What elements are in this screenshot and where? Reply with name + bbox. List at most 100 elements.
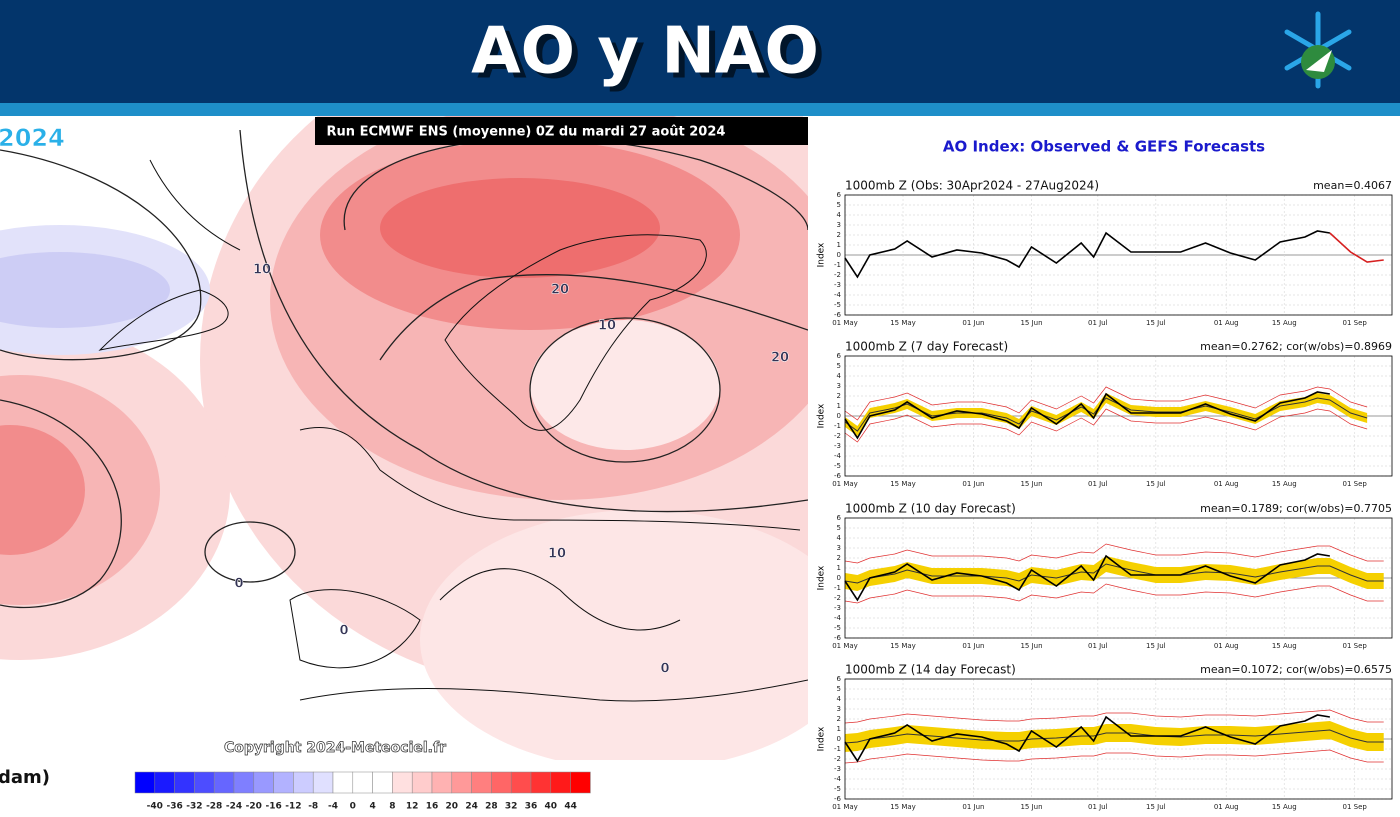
- y-tick-label: -6: [834, 795, 842, 803]
- y-tick-label: 3: [837, 705, 841, 713]
- y-tick-label: -4: [834, 775, 842, 783]
- y-tick-label: -3: [834, 442, 841, 450]
- series-line: [844, 714, 1330, 763]
- y-tick-label: 5: [837, 201, 841, 209]
- contour-label: 10: [548, 547, 566, 562]
- x-tick-label: 01 Jun: [962, 803, 984, 811]
- series-line: [844, 729, 1384, 744]
- y-tick-label: -3: [834, 765, 841, 773]
- colorbar-label: 0: [350, 802, 356, 812]
- series-line: [844, 391, 1330, 440]
- colorbar-label: 44: [564, 802, 577, 812]
- header-bar: [0, 0, 1400, 103]
- x-tick-label: 15 Aug: [1272, 480, 1297, 488]
- colorbar-cell: [411, 771, 433, 794]
- colorbar-cell: [194, 771, 215, 794]
- y-tick-label: -4: [834, 291, 842, 299]
- plot-frame: [844, 355, 1393, 477]
- y-tick-label: -6: [834, 311, 842, 319]
- x-tick-label: 01 Sep: [1343, 642, 1368, 650]
- y-tick-label: -1: [834, 261, 841, 269]
- chart-title: 1000mb Z (Obs: 30Apr2024 - 27Aug2024): [845, 179, 1099, 193]
- chart-annotation: mean=0.1072; cor(w/obs)=0.6575: [1200, 663, 1392, 676]
- y-tick-label: 4: [837, 372, 842, 380]
- contour-labels: 10 20 10 20 10 0 0 0: [234, 262, 789, 677]
- colorbar-label: 36: [525, 802, 538, 812]
- contour-label: 0: [339, 624, 348, 639]
- colorbar-cell: [431, 771, 453, 794]
- spread-line: [844, 408, 1368, 443]
- spread-line: [844, 749, 1384, 764]
- y-tick-label: 2: [837, 231, 841, 239]
- colorbar-cell: [332, 771, 354, 794]
- colorbar-label: -4: [328, 802, 338, 812]
- title-shadow: AO y NAO: [477, 20, 825, 94]
- panel-title: AO Index: Observed & GEFS Forecasts: [943, 138, 1265, 156]
- x-tick-label: 15 May: [890, 642, 916, 650]
- y-tick-label: -2: [834, 432, 841, 440]
- x-tick-label: 15 Aug: [1272, 319, 1297, 327]
- series-line: [844, 553, 1330, 602]
- colorbar-cell: [570, 771, 591, 794]
- x-tick-label: 15 Jun: [1020, 480, 1042, 488]
- contour-label: 10: [253, 263, 271, 278]
- y-tick-label: 1: [837, 725, 841, 733]
- spread-line: [844, 709, 1384, 724]
- y-tick-label: 1: [837, 402, 841, 410]
- map: Run ECMWF ENS (moyenne) 0Z du mardi 27 a…: [0, 116, 808, 760]
- spread-line: [844, 386, 1368, 421]
- y-axis-label: Index: [817, 403, 827, 428]
- colorbar-label: -28: [206, 802, 222, 812]
- colorbar-label: -12: [285, 802, 301, 812]
- x-tick-label: 01 Jul: [1088, 803, 1108, 811]
- contour-label: 0: [660, 662, 669, 677]
- x-tick-label: 01 Jun: [962, 642, 984, 650]
- y-tick-label: 6: [837, 191, 842, 199]
- colorbar-label: 4: [369, 802, 375, 812]
- y-tick-label: -1: [834, 422, 841, 430]
- forecast-band: [845, 556, 1384, 591]
- colorbar-cell: [471, 771, 492, 794]
- chart-title: 1000mb Z (10 day Forecast): [845, 502, 1016, 516]
- y-tick-label: 1: [837, 564, 841, 572]
- map-title: Run ECMWF ENS (moyenne) 0Z du mardi 27 a…: [327, 125, 726, 140]
- x-tick-label: 15 May: [890, 803, 916, 811]
- spread-line: [844, 543, 1384, 564]
- forecast-band: [845, 393, 1368, 436]
- x-tick-label: 15 Jun: [1020, 319, 1042, 327]
- y-tick-label: 3: [837, 544, 841, 552]
- y-tick-label: 4: [837, 695, 842, 703]
- y-tick-label: 4: [837, 211, 842, 219]
- x-tick-label: 01 Jun: [962, 480, 984, 488]
- colorbar-cell: [154, 771, 175, 794]
- colorbar-label: 24: [465, 802, 478, 812]
- y-tick-label: 6: [837, 514, 842, 522]
- x-tick-label: 01 Aug: [1214, 642, 1239, 650]
- series-line: [1329, 232, 1384, 263]
- colorbar-label: 28: [485, 802, 498, 812]
- x-tick-label: 15 Jul: [1146, 803, 1166, 811]
- y-tick-label: 3: [837, 221, 841, 229]
- x-tick-label: 15 May: [890, 480, 916, 488]
- x-tick-label: 01 Jul: [1088, 642, 1108, 650]
- x-tick-label: 01 Aug: [1214, 319, 1239, 327]
- colorbar-cell: [352, 771, 373, 794]
- colorbar-cell: [134, 771, 156, 794]
- colorbar-cell: [213, 771, 235, 794]
- y-tick-label: 6: [837, 675, 842, 683]
- x-tick-label: 15 May: [890, 319, 916, 327]
- colorbar-label: -36: [166, 802, 182, 812]
- colorbar-cell: [174, 771, 195, 794]
- contour-label: 20: [771, 351, 789, 366]
- colorbar-cell: [293, 771, 314, 794]
- colorbar-cell: [372, 771, 393, 794]
- map-year: 2024: [0, 124, 65, 152]
- y-axis-label: Index: [817, 565, 827, 590]
- colorbar-label: -32: [186, 802, 202, 812]
- colorbar-cell: [510, 771, 532, 794]
- y-tick-label: 5: [837, 362, 841, 370]
- colorbar-label: -24: [226, 802, 242, 812]
- y-tick-label: -2: [834, 755, 841, 763]
- y-axis-label: Index: [817, 726, 827, 751]
- plot-frame: [844, 678, 1393, 800]
